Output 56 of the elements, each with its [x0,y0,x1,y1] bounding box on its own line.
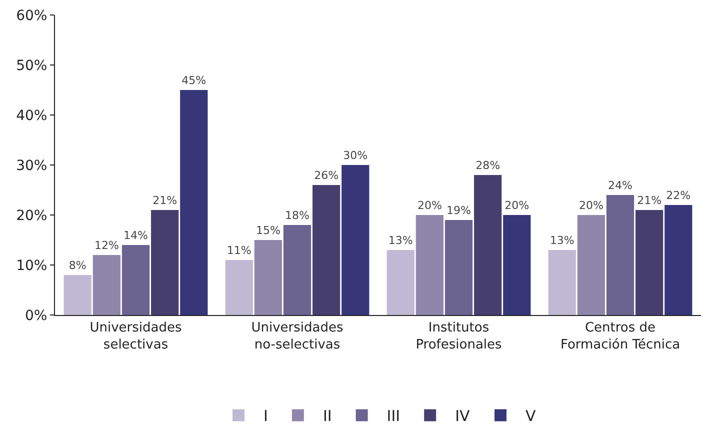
data-label: 14% [124,229,148,242]
legend-label: III [386,407,400,426]
bar [64,275,92,315]
bar [386,250,414,315]
data-label: 21% [152,194,178,207]
bar [254,240,282,315]
bar [474,175,502,315]
bar [416,215,444,315]
data-label: 21% [637,194,662,207]
data-label: 45% [182,74,206,87]
data-label: 20% [504,199,530,212]
y-tick-label: 60% [16,8,48,24]
bar [225,260,253,315]
data-label: 28% [476,159,500,172]
bar [92,255,120,315]
bar [548,250,576,315]
bar [664,205,692,315]
bar [636,210,664,315]
bar [503,215,531,315]
data-label: 12% [94,239,119,252]
data-label: 18% [285,209,310,222]
y-tick-label: 30% [16,158,48,174]
data-label: 26% [314,169,339,182]
y-tick-label: 50% [16,58,48,74]
bar [180,90,208,315]
legend-label: IV [455,407,470,426]
legend-label: V [526,407,536,426]
data-label: 11% [226,244,252,257]
bar [444,220,473,315]
data-label: 30% [343,149,368,162]
bar [122,245,150,315]
data-label: 13% [388,234,413,247]
y-tick-label: 40% [16,108,48,124]
data-label: 22% [666,189,691,202]
data-label: 15% [256,224,280,237]
data-label: 8% [68,259,86,272]
data-label: 13% [550,234,574,247]
bar [342,165,370,315]
bar [577,215,605,315]
bar [151,210,179,315]
data-label: 20% [578,199,604,212]
x-tick-label: Universidades no-selectivas [251,320,344,352]
bar [312,185,340,315]
x-tick-label: Centros de Formación Técnica [560,320,680,352]
y-tick-label: 0% [24,308,48,324]
x-tick-label: Institutos Profesionales [416,320,502,352]
data-label: 20% [417,199,442,212]
bar [283,225,312,315]
data-label: 19% [446,204,471,217]
bar [606,195,634,315]
x-tick-label: Universidades selectivas [90,320,182,352]
y-tick-label: 10% [16,258,48,274]
y-tick-label: 20% [16,208,48,224]
legend-label: I [264,407,268,426]
legend-label: II [322,407,332,426]
data-label: 24% [608,179,632,192]
